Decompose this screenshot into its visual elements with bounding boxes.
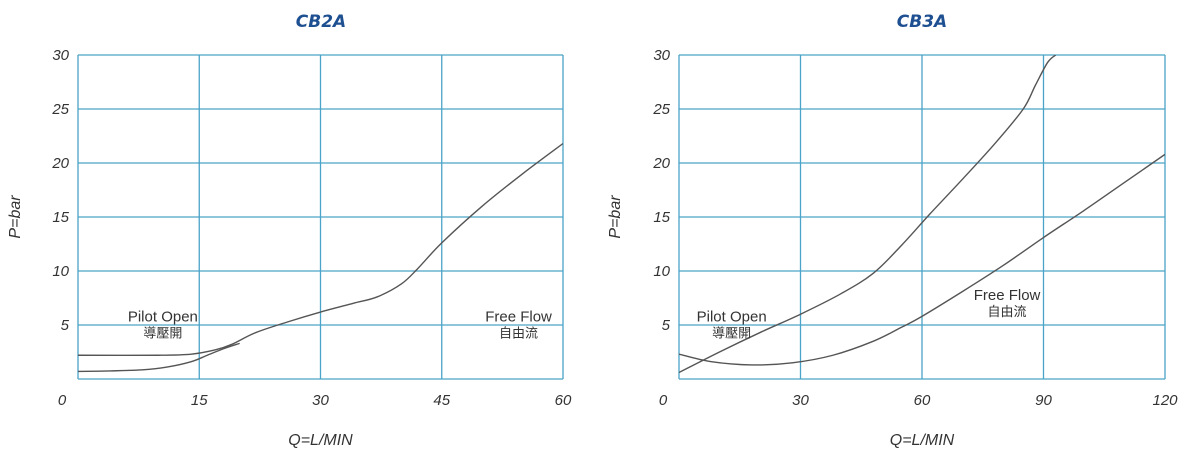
annotation-label: Pilot Open [128,309,198,326]
x-tick-label: 45 [433,392,450,409]
x-axis-label: Q=L/MIN [288,432,353,449]
y-tick-label: 10 [52,263,69,280]
x-tick-label: 30 [312,392,329,409]
y-tick-label: 5 [662,317,671,334]
x-tick-label: 120 [1152,392,1178,409]
y-tick-label: 25 [652,101,670,118]
annotation-sublabel: 自由流 [499,327,538,342]
y-tick-label: 30 [653,47,670,64]
x-tick-label: 15 [191,392,208,409]
x-tick-label: 0 [659,392,668,409]
series-line-1 [78,342,240,373]
series-line-0 [679,55,1057,374]
x-tick-label: 30 [792,392,809,409]
y-tick-label: 10 [653,263,670,280]
x-tick-label: 0 [58,392,67,409]
annotation-label: Free Flow [485,309,552,326]
y-tick-label: 20 [51,155,69,172]
y-tick-label: 15 [653,209,670,226]
y-tick-label: 25 [51,101,69,118]
chart-title: CB2A [296,12,346,32]
chart-1: CB3A 0 30 60 90 120 5 10 15 20 25 30 Q=L/MIN P=bar Pil… [607,12,1178,449]
y-tick-label: 15 [52,209,69,226]
annotation-sublabel: 自由流 [988,305,1027,320]
y-tick-label: 5 [61,317,70,334]
x-tick-label: 60 [555,392,572,409]
y-tick-label: 20 [652,155,670,172]
y-tick-label: 30 [52,47,69,64]
y-axis-label: P=bar [7,195,24,239]
y-axis-label: P=bar [607,195,624,239]
series-line-0 [78,142,563,357]
annotation-sublabel: 導壓開 [143,327,182,342]
annotation-label: Pilot Open [697,309,767,326]
series-line-1 [679,153,1165,366]
chart-title: CB3A [897,12,947,32]
chart-0: CB2A 0 15 30 45 60 5 10 15 20 25 30 Q=L/MIN P=bar Pilo… [7,12,572,449]
annotation-sublabel: 導壓開 [712,327,751,342]
annotation-label: Free Flow [974,287,1041,304]
x-tick-label: 90 [1035,392,1052,409]
x-tick-label: 60 [914,392,931,409]
x-axis-label: Q=L/MIN [890,432,955,449]
